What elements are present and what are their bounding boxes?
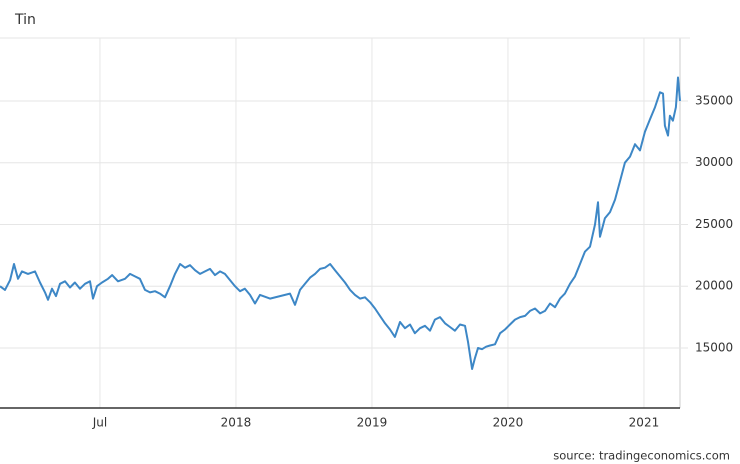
y-tick-label: 30000 xyxy=(695,155,733,169)
source: source: tradingeconomics.com xyxy=(553,449,730,463)
y-tick-label: 35000 xyxy=(695,93,733,107)
y-tick-label: 20000 xyxy=(695,279,733,293)
x-tick-label: 2020 xyxy=(493,416,524,430)
y-tick-label: 25000 xyxy=(695,217,733,231)
x-tick-label: Jul xyxy=(92,416,107,430)
y-tick-label: 15000 xyxy=(695,340,733,354)
x-tick-label: 2021 xyxy=(629,416,660,430)
x-tick-label: 2018 xyxy=(221,416,252,430)
chart-title: Tin xyxy=(14,12,36,28)
price-line xyxy=(0,76,681,370)
x-tick-label: 2019 xyxy=(357,416,388,430)
